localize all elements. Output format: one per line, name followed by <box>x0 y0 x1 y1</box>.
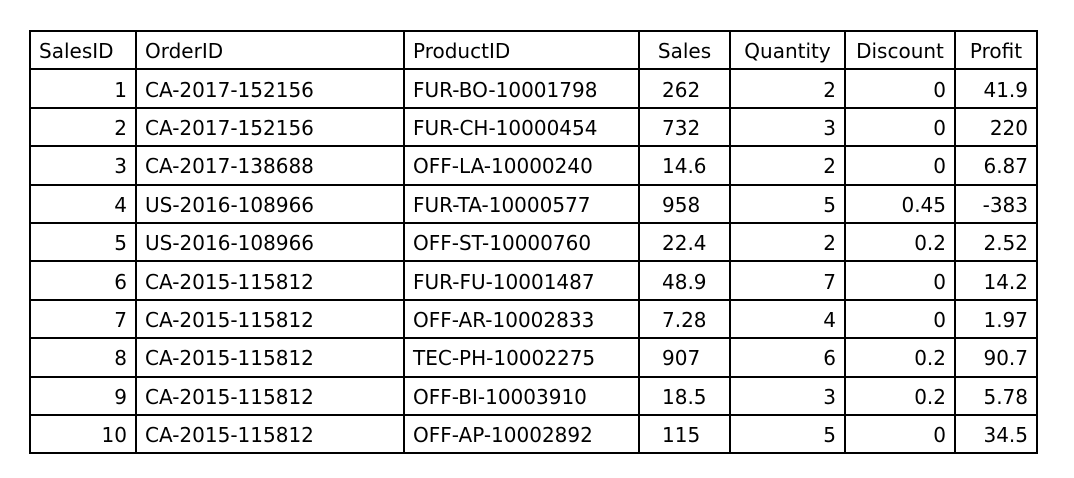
cell-productid: FUR-TA-10000577 <box>403 183 640 224</box>
cell-productid: FUR-BO-10001798 <box>403 68 640 109</box>
table-row: 8 CA-2015-115812 TEC-PH-10002275 907 6 0.2 90.… <box>29 337 1038 378</box>
cell-sales: 7.28 <box>638 298 731 340</box>
cell-salesid: 2 <box>29 106 137 148</box>
cell-salesid: 4 <box>29 183 137 224</box>
cell-productid: OFF-AP-10002892 <box>403 413 640 455</box>
cell-discount: 0 <box>844 298 956 340</box>
cell-profit: 6.87 <box>954 145 1038 186</box>
cell-sales: 22.4 <box>638 221 731 263</box>
table-row: 3 CA-2017-138688 OFF-LA-10000240 14.6 2 0 6.87 <box>29 145 1038 186</box>
cell-orderid: CA-2015-115812 <box>135 298 405 340</box>
cell-quantity: 5 <box>729 413 846 455</box>
table-row: 5 US-2016-108966 OFF-ST-10000760 22.4 2 0.2 2.… <box>29 221 1038 263</box>
header-productid: ProductID <box>403 29 640 71</box>
cell-productid: TEC-PH-10002275 <box>403 337 640 378</box>
cell-quantity: 3 <box>729 106 846 148</box>
cell-orderid: CA-2015-115812 <box>135 413 405 455</box>
cell-profit: 5.78 <box>954 375 1038 416</box>
cell-orderid: CA-2017-152156 <box>135 68 405 109</box>
cell-discount: 0.2 <box>844 375 956 416</box>
cell-profit: -383 <box>954 183 1038 224</box>
table-row: 9 CA-2015-115812 OFF-BI-10003910 18.5 3 0.2 5.… <box>29 375 1038 416</box>
cell-productid: OFF-ST-10000760 <box>403 221 640 263</box>
cell-profit: 1.97 <box>954 298 1038 340</box>
cell-orderid: CA-2015-115812 <box>135 260 405 301</box>
cell-productid: OFF-AR-10002833 <box>403 298 640 340</box>
cell-salesid: 10 <box>29 413 137 455</box>
cell-orderid: CA-2015-115812 <box>135 337 405 378</box>
cell-orderid: CA-2017-138688 <box>135 145 405 186</box>
cell-salesid: 6 <box>29 260 137 301</box>
cell-salesid: 7 <box>29 298 137 340</box>
cell-discount: 0 <box>844 145 956 186</box>
cell-quantity: 4 <box>729 298 846 340</box>
table-row: 7 CA-2015-115812 OFF-AR-10002833 7.28 4 0 1.97 <box>29 298 1038 340</box>
cell-sales: 732 <box>638 106 731 148</box>
cell-sales: 262 <box>638 68 731 109</box>
sales-table: SalesID OrderID ProductID Sales Quantity… <box>29 29 1038 455</box>
table-row: 10 CA-2015-115812 OFF-AP-10002892 115 5 0 34.5 <box>29 413 1038 455</box>
cell-orderid: US-2016-108966 <box>135 221 405 263</box>
header-orderid: OrderID <box>135 29 405 71</box>
header-row: SalesID OrderID ProductID Sales Quantity… <box>29 29 1038 71</box>
cell-orderid: CA-2015-115812 <box>135 375 405 416</box>
table-row: 1 CA-2017-152156 FUR-BO-10001798 262 2 0 41.9 <box>29 68 1038 109</box>
header-discount: Discount <box>844 29 956 71</box>
cell-profit: 41.9 <box>954 68 1038 109</box>
cell-discount: 0 <box>844 260 956 301</box>
cell-discount: 0.2 <box>844 337 956 378</box>
table-header: SalesID OrderID ProductID Sales Quantity… <box>29 29 1038 71</box>
cell-profit: 34.5 <box>954 413 1038 455</box>
cell-discount: 0.45 <box>844 183 956 224</box>
cell-sales: 958 <box>638 183 731 224</box>
cell-orderid: US-2016-108966 <box>135 183 405 224</box>
cell-profit: 90.7 <box>954 337 1038 378</box>
cell-orderid: CA-2017-152156 <box>135 106 405 148</box>
cell-salesid: 5 <box>29 221 137 263</box>
cell-salesid: 1 <box>29 68 137 109</box>
table-body: 1 CA-2017-152156 FUR-BO-10001798 262 2 0 41.9 2… <box>29 68 1038 455</box>
cell-quantity: 6 <box>729 337 846 378</box>
cell-quantity: 2 <box>729 221 846 263</box>
cell-profit: 14.2 <box>954 260 1038 301</box>
cell-productid: OFF-BI-10003910 <box>403 375 640 416</box>
table-row: 4 US-2016-108966 FUR-TA-10000577 958 5 0.45 -3… <box>29 183 1038 224</box>
cell-profit: 2.52 <box>954 221 1038 263</box>
cell-sales: 48.9 <box>638 260 731 301</box>
cell-discount: 0.2 <box>844 221 956 263</box>
header-quantity: Quantity <box>729 29 846 71</box>
cell-sales: 115 <box>638 413 731 455</box>
cell-sales: 18.5 <box>638 375 731 416</box>
header-sales: Sales <box>638 29 731 71</box>
cell-salesid: 8 <box>29 337 137 378</box>
cell-sales: 14.6 <box>638 145 731 186</box>
cell-productid: FUR-CH-10000454 <box>403 106 640 148</box>
cell-quantity: 7 <box>729 260 846 301</box>
cell-discount: 0 <box>844 68 956 109</box>
sales-table-container: SalesID OrderID ProductID Sales Quantity… <box>29 29 1038 455</box>
table-row: 6 CA-2015-115812 FUR-FU-10001487 48.9 7 0 14.2 <box>29 260 1038 301</box>
cell-salesid: 9 <box>29 375 137 416</box>
header-salesid: SalesID <box>29 29 137 71</box>
cell-quantity: 5 <box>729 183 846 224</box>
cell-productid: OFF-LA-10000240 <box>403 145 640 186</box>
cell-quantity: 2 <box>729 68 846 109</box>
cell-profit: 220 <box>954 106 1038 148</box>
cell-sales: 907 <box>638 337 731 378</box>
cell-salesid: 3 <box>29 145 137 186</box>
cell-discount: 0 <box>844 106 956 148</box>
cell-discount: 0 <box>844 413 956 455</box>
header-profit: Profit <box>954 29 1038 71</box>
cell-quantity: 3 <box>729 375 846 416</box>
cell-quantity: 2 <box>729 145 846 186</box>
table-row: 2 CA-2017-152156 FUR-CH-10000454 732 3 0 220 <box>29 106 1038 148</box>
cell-productid: FUR-FU-10001487 <box>403 260 640 301</box>
